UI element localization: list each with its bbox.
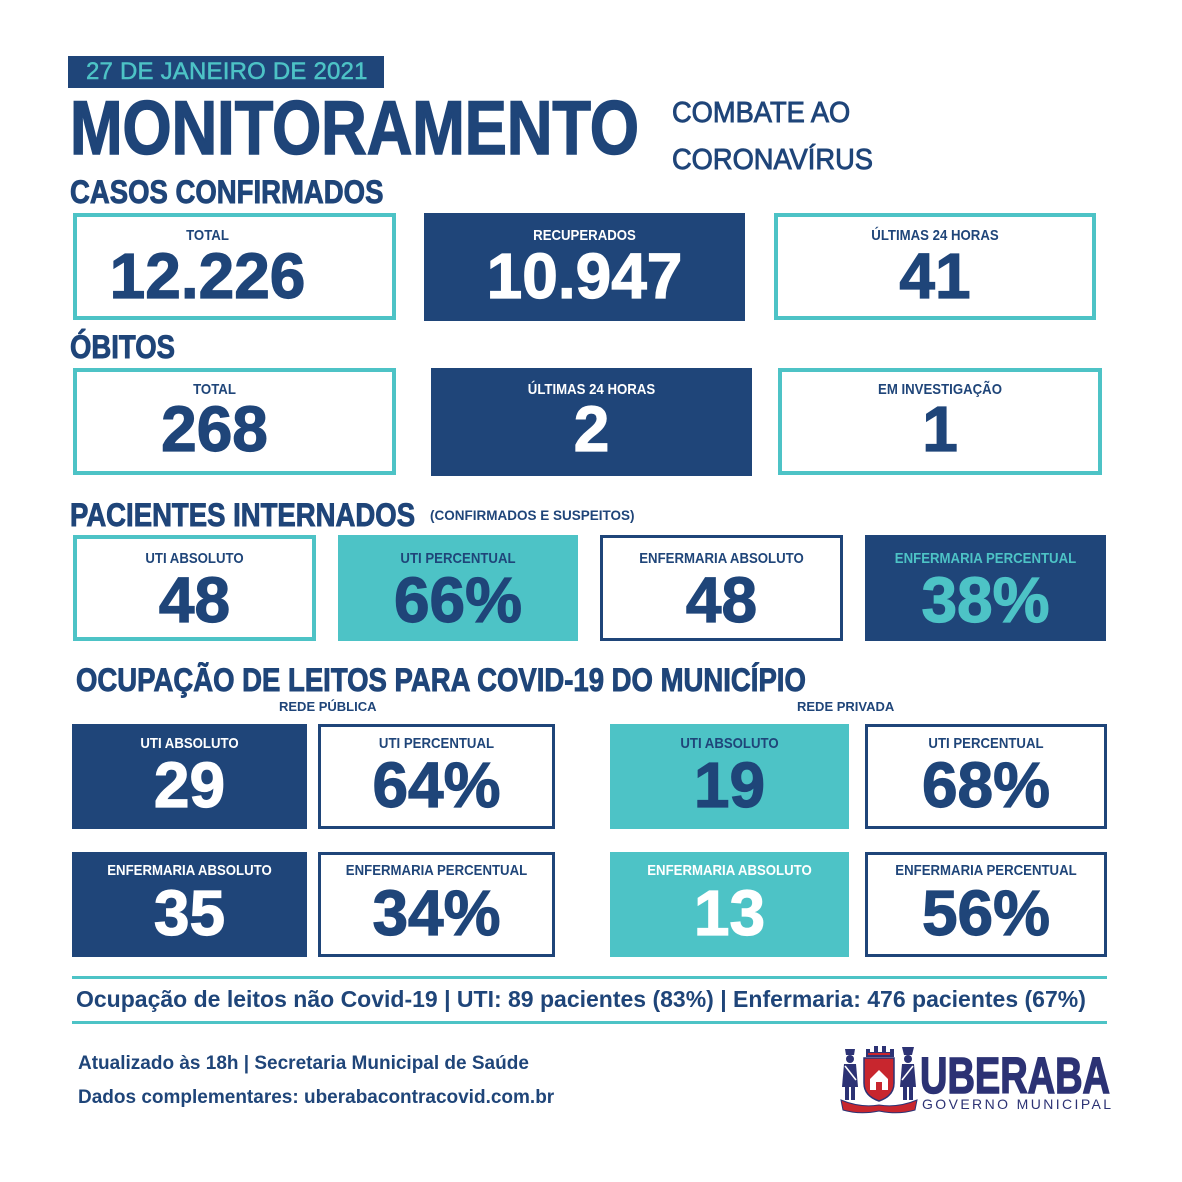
rede-privada-label: REDE PRIVADA	[797, 699, 895, 714]
card-casos-total: TOTAL 12.226	[73, 213, 396, 320]
section-heading-pacientes-internados: PACIENTES INTERNADOS	[70, 497, 416, 533]
logo-tagline: GOVERNO MUNICIPAL	[922, 1096, 1114, 1112]
card-value: 64%	[372, 749, 501, 821]
card-value: 38%	[921, 564, 1050, 636]
section-heading-ocupacao-leitos: OCUPAÇÃO DE LEITOS PARA COVID-19 DO MUNI…	[76, 662, 807, 698]
card-value: 19	[693, 749, 766, 821]
card-value: 48	[685, 564, 758, 636]
card-label: RECUPERADOS	[533, 227, 636, 244]
section-heading-obitos: ÓBITOS	[70, 329, 176, 365]
card-label: ENFERMARIA PERCENTUAL	[895, 862, 1077, 879]
card-value: 2	[573, 393, 610, 465]
non-covid-occupancy-text: Ocupação de leitos não Covid-19 | UTI: 8…	[76, 986, 1086, 1012]
card-value: 48	[158, 564, 231, 636]
card-casos-ultimas-24h: ÚLTIMAS 24 HORAS 41	[774, 213, 1096, 320]
card-label: UTI PERCENTUAL	[378, 735, 495, 752]
logo-wordmark: UBERABA	[919, 1047, 1110, 1104]
card-value: 34%	[372, 877, 501, 949]
card-label: ÚLTIMAS 24 HORAS	[871, 227, 999, 244]
card-privada-uti-percentual: UTI PERCENTUAL 68%	[865, 724, 1107, 829]
card-label: UTI ABSOLUTO	[145, 550, 244, 567]
card-value: 41	[899, 240, 971, 312]
coat-of-arms-icon	[838, 1043, 920, 1115]
card-obitos-total: TOTAL 268	[73, 368, 396, 475]
divider-bottom	[72, 1021, 1107, 1024]
card-publica-enfermaria-percentual: ENFERMARIA PERCENTUAL 34%	[318, 852, 555, 957]
card-label: TOTAL	[193, 381, 236, 398]
footer-more-data: Dados complementares: uberabacontracovid…	[78, 1087, 555, 1108]
card-publica-uti-absoluto: UTI ABSOLUTO 29	[72, 724, 307, 829]
card-label: UTI PERCENTUAL	[400, 550, 516, 567]
card-obitos-ultimas-24h: ÚLTIMAS 24 HORAS 2	[431, 368, 752, 476]
card-label: UTI ABSOLUTO	[680, 735, 779, 752]
card-value: 66%	[393, 564, 523, 636]
report-date: 27 DE JANEIRO DE 2021	[86, 58, 368, 86]
card-label: ENFERMARIA ABSOLUTO	[639, 550, 804, 567]
card-internados-uti-percentual: UTI PERCENTUAL 66%	[338, 535, 578, 641]
date-banner: 27 DE JANEIRO DE 2021	[68, 56, 384, 88]
card-label: UTI PERCENTUAL	[928, 735, 1044, 752]
divider-top	[72, 976, 1107, 979]
section-note: (CONFIRMADOS E SUSPEITOS)	[430, 508, 635, 523]
card-value: 29	[153, 749, 226, 821]
subtitle-line-1: COMBATE AO	[672, 97, 851, 129]
page-title: MONITORAMENTO	[69, 86, 639, 171]
card-privada-enfermaria-percentual: ENFERMARIA PERCENTUAL 56%	[865, 852, 1107, 957]
card-label: ÚLTIMAS 24 HORAS	[527, 381, 656, 398]
card-publica-enfermaria-absoluto: ENFERMARIA ABSOLUTO 35	[72, 852, 307, 957]
card-value: 56%	[921, 877, 1051, 949]
subtitle-line-2: CORONAVÍRUS	[672, 144, 874, 176]
card-internados-enfermaria-percentual: ENFERMARIA PERCENTUAL 38%	[865, 535, 1106, 641]
card-casos-recuperados: RECUPERADOS 10.947	[424, 213, 745, 321]
card-label: TOTAL	[186, 227, 229, 244]
rede-publica-label: REDE PÚBLICA	[279, 699, 377, 714]
card-publica-uti-percentual: UTI PERCENTUAL 64%	[318, 724, 555, 829]
card-label: ENFERMARIA PERCENTUAL	[345, 862, 528, 879]
card-label: EM INVESTIGAÇÃO	[878, 381, 1002, 398]
card-value: 68%	[921, 749, 1051, 821]
card-value: 12.226	[109, 240, 306, 312]
card-value: 13	[693, 877, 766, 949]
card-label: UTI ABSOLUTO	[140, 735, 239, 752]
card-label: ENFERMARIA ABSOLUTO	[107, 862, 272, 879]
card-value: 268	[161, 393, 269, 465]
card-value: 1	[922, 393, 959, 465]
card-internados-enfermaria-absoluto: ENFERMARIA ABSOLUTO 48	[600, 535, 843, 641]
card-value: 10.947	[486, 240, 683, 312]
section-heading-casos-confirmados: CASOS CONFIRMADOS	[70, 174, 384, 210]
card-value: 35	[153, 877, 226, 949]
card-internados-uti-absoluto: UTI ABSOLUTO 48	[73, 535, 316, 641]
card-label: ENFERMARIA PERCENTUAL	[894, 550, 1077, 567]
card-privada-enfermaria-absoluto: ENFERMARIA ABSOLUTO 13	[610, 852, 849, 957]
card-privada-uti-absoluto: UTI ABSOLUTO 19	[610, 724, 849, 829]
footer-updated: Atualizado às 18h | Secretaria Municipal…	[78, 1053, 529, 1074]
card-label: ENFERMARIA ABSOLUTO	[647, 862, 812, 879]
card-obitos-em-investigacao: EM INVESTIGAÇÃO 1	[778, 368, 1102, 475]
